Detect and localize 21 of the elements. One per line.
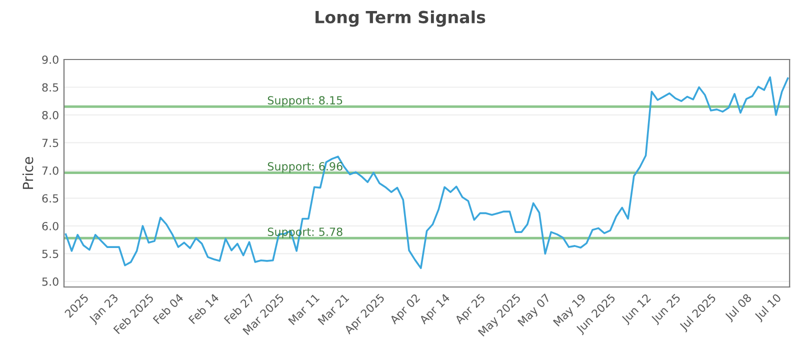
chart-title: Long Term Signals: [316, 10, 486, 27]
y-tick-label: 8.0: [42, 110, 58, 120]
y-tick-label: 6.0: [42, 222, 58, 230]
x-tick-label: Jul 08: [724, 293, 754, 322]
y-tick-label: 7.0: [42, 166, 58, 175]
x-tick-label: Mar 21: [318, 293, 350, 326]
x-tick-label: Jun 12: [620, 293, 653, 326]
line-series: [64, 76, 789, 270]
y-tick-label: 9.0: [42, 55, 58, 64]
y-axis-title: Price: [22, 157, 34, 189]
x-tick-label: Feb 14: [188, 292, 220, 324]
y-tick-label: 5.0: [42, 277, 58, 286]
y-tick-label: 7.5: [42, 138, 58, 148]
ref-line-label: Support: 8.15: [268, 96, 342, 107]
x-tick-label: Jul 10: [754, 293, 784, 322]
y-tick-label: 8.5: [42, 83, 58, 92]
y-tick-label: 6.5: [42, 194, 58, 203]
x-tick-label: Feb 04: [152, 292, 184, 324]
y-tick-label: 5.5: [42, 250, 58, 258]
x-tick-label: Apr 25: [454, 293, 487, 326]
x-tick-label: Jan 23: [88, 293, 120, 326]
